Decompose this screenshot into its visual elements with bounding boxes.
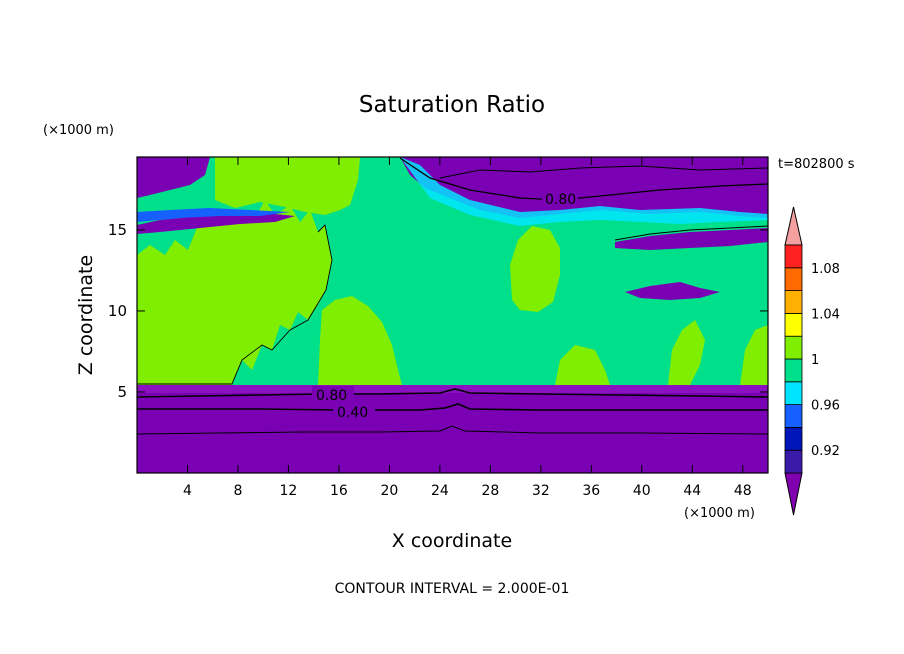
contour-line-upper-2 bbox=[439, 165, 768, 179]
x-tick-label-16: 16 bbox=[330, 483, 348, 499]
contour-line-lower-3 bbox=[137, 425, 768, 435]
dry-band-left bbox=[137, 214, 295, 234]
x-tick-label-4: 4 bbox=[183, 483, 192, 499]
chart-title: Saturation Ratio bbox=[359, 92, 545, 118]
region-saturated-mid bbox=[510, 226, 560, 312]
colorbar-arrow-max bbox=[784, 206, 803, 246]
contour-label-lower-1: 0.80 bbox=[316, 388, 347, 404]
moist-band-left bbox=[137, 208, 290, 222]
region-saturated-edge bbox=[740, 325, 768, 385]
colorbar-swatch-4 bbox=[784, 358, 803, 383]
x-tick-label-20: 20 bbox=[380, 483, 398, 499]
y-tick-label-10: 10 bbox=[108, 302, 127, 320]
contour-line-right-band bbox=[614, 225, 768, 241]
contour-line-saturated bbox=[137, 224, 333, 385]
x-tick-label-48: 48 bbox=[734, 483, 752, 499]
colorbar-label-1: 0.96 bbox=[811, 399, 840, 414]
y-tick-label-5: 5 bbox=[117, 383, 127, 401]
contour-label-upper: 0.80 bbox=[545, 192, 576, 208]
x-tick-label-44: 44 bbox=[683, 483, 701, 499]
y-unit-label: (×1000 m) bbox=[43, 123, 114, 138]
dry-band-right bbox=[615, 228, 768, 250]
y-tick-label-15: 15 bbox=[108, 221, 127, 239]
contour-label-lower-2: 0.40 bbox=[337, 405, 368, 421]
colorbar-swatch-9 bbox=[784, 244, 803, 269]
colorbar-swatch-2 bbox=[784, 404, 803, 428]
colorbar-swatch-6 bbox=[784, 312, 803, 337]
x-unit-label: (×1000 m) bbox=[684, 506, 755, 521]
colorbar-swatch-3 bbox=[784, 381, 803, 405]
field-low-saturation bbox=[137, 385, 768, 473]
region-saturated-left bbox=[137, 200, 332, 385]
y-axis: 5 10 15 bbox=[108, 221, 768, 401]
time-label: t=802800 s bbox=[778, 157, 855, 172]
plot-area bbox=[137, 157, 768, 473]
region-saturated-upper bbox=[215, 157, 360, 215]
colorbar: 0.92 0.96 1 1.04 1.08 bbox=[784, 206, 840, 516]
contour-labels: 0.80 0.80 0.40 bbox=[312, 190, 578, 421]
colorbar-label-2: 1 bbox=[811, 353, 819, 368]
contour-line-lower-2 bbox=[137, 403, 768, 411]
contour-interval-footer: CONTOUR INTERVAL = 2.000E-01 bbox=[335, 581, 570, 597]
dry-patch-right bbox=[625, 282, 720, 300]
x-axis-label: X coordinate bbox=[392, 530, 512, 552]
region-saturated-center bbox=[318, 296, 402, 385]
colorbar-swatch-5 bbox=[784, 335, 803, 360]
x-tick-label-12: 12 bbox=[280, 483, 298, 499]
plot-frame bbox=[136, 156, 769, 474]
colorbar-swatch-7 bbox=[784, 290, 803, 314]
region-saturated-right bbox=[668, 320, 705, 385]
x-tick-label-8: 8 bbox=[233, 483, 242, 499]
y-axis-label: Z coordinate bbox=[75, 255, 97, 375]
colorbar-swatch-8 bbox=[784, 267, 803, 291]
colorbar-swatch-0 bbox=[784, 449, 803, 474]
moist-fringe-upper-right bbox=[400, 157, 768, 226]
x-tick-label-24: 24 bbox=[431, 483, 449, 499]
colorbar-label-3: 1.04 bbox=[811, 307, 840, 322]
colorbar-label-4: 1.08 bbox=[811, 262, 840, 277]
dry-layer-top-left bbox=[137, 157, 210, 198]
colorbar-swatch-1 bbox=[784, 426, 803, 451]
colorbar-label-0: 0.92 bbox=[811, 444, 840, 459]
x-tick-label-32: 32 bbox=[532, 483, 550, 499]
x-tick-label-36: 36 bbox=[582, 483, 600, 499]
x-tick-label-28: 28 bbox=[481, 483, 499, 499]
colorbar-arrow-min bbox=[784, 472, 803, 516]
x-tick-label-40: 40 bbox=[633, 483, 651, 499]
x-axis: 4 8 12 16 20 24 28 32 36 40 44 48 bbox=[183, 157, 752, 499]
dry-layer-upper-right bbox=[400, 157, 768, 218]
region-saturated-right-low bbox=[555, 345, 610, 385]
contour-line-lower-1 bbox=[137, 388, 768, 398]
